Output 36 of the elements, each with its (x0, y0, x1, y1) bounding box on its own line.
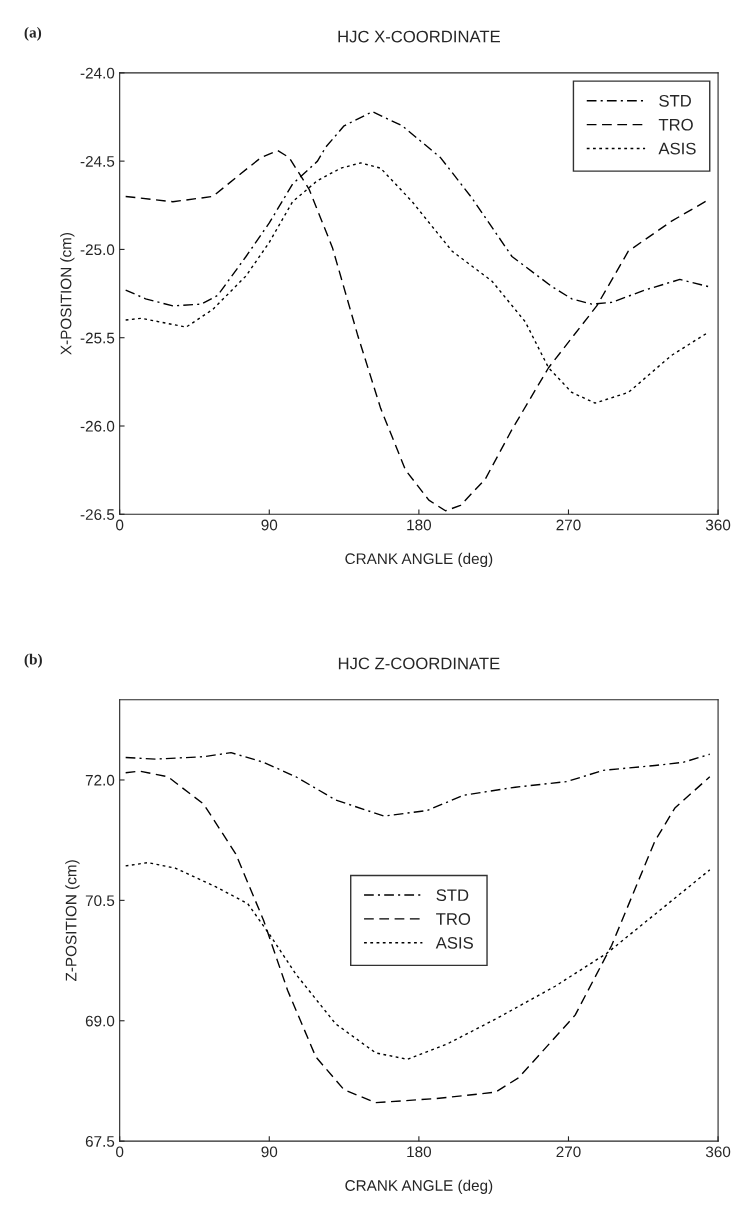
y-tick-label: -24.5 (80, 156, 115, 167)
text: (b) (24, 653, 42, 668)
x-tick-label: 0 (116, 1146, 124, 1158)
x-axis-title: CRANK ANGLE (deg) (345, 1179, 493, 1194)
legend-label: TRO (436, 913, 471, 925)
line-series (124, 770, 711, 1104)
x-tick-label: 90 (261, 519, 278, 531)
y-tick-label: -25.5 (80, 332, 115, 344)
y-tick-label: 72.0 (85, 774, 115, 786)
y-tick-label: -26.5 (80, 509, 115, 520)
legend-label: STD (436, 889, 469, 902)
y-tick-label: -25.0 (80, 244, 115, 256)
text: (a) (24, 26, 42, 41)
x-tick-label: 90 (261, 1146, 278, 1158)
x-tick-label: 360 (705, 1146, 731, 1158)
y-tick-label: -26.0 (80, 420, 115, 432)
x-tick-label: 0 (116, 519, 124, 531)
x-tick-label: 180 (407, 519, 432, 531)
y-tick-label: -24.0 (80, 67, 115, 79)
x-tick-label: 270 (556, 1146, 581, 1158)
x-tick-label: 180 (407, 1146, 432, 1158)
chart-title: HJC X-COORDINATE (338, 30, 500, 43)
legend-label: TRO (658, 118, 693, 131)
y-axis-title: X-POSITION (cm) (60, 232, 75, 355)
y-tick-label: 69.0 (85, 1015, 115, 1027)
x-axis-title: CRANK ANGLE (deg) (345, 552, 493, 568)
y-axis-title: Z-POSITION (cm) (65, 860, 80, 982)
y-tick-label: 67.5 (85, 1136, 115, 1147)
x-tick-label: 270 (556, 519, 581, 531)
legend-label: STD (659, 94, 691, 107)
line-series (124, 751, 711, 817)
y-tick-label: 70.5 (85, 895, 115, 907)
legend-label: ASIS (658, 142, 696, 155)
x-tick-label: 360 (705, 519, 731, 531)
chart-title: HJC Z-COORDINATE (338, 657, 500, 670)
legend-label: ASIS (435, 936, 473, 949)
